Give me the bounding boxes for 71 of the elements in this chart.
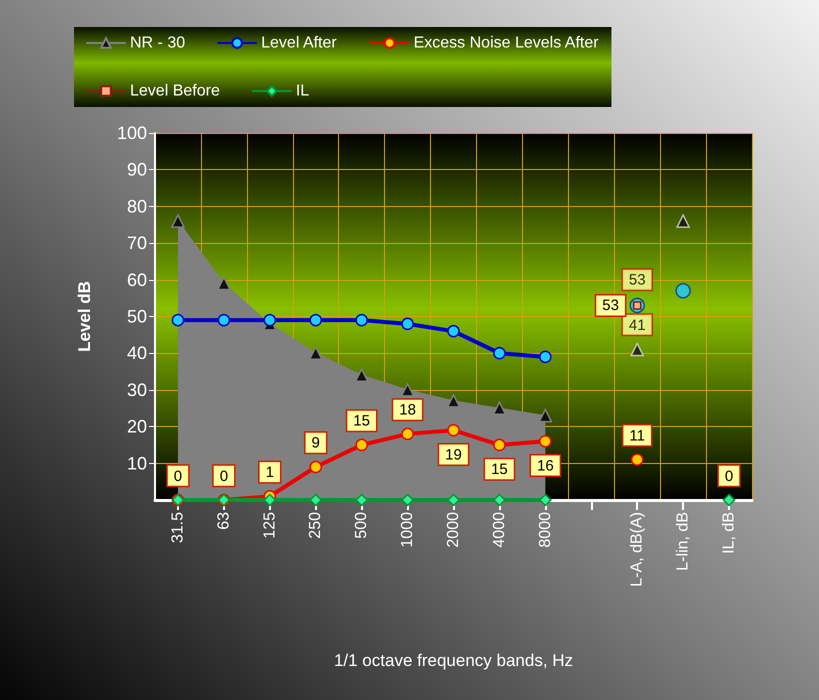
x-tick-label: 63 <box>215 512 232 530</box>
point <box>354 368 368 382</box>
y-axis-title: Level dB <box>75 281 94 352</box>
point <box>538 408 552 422</box>
point <box>355 438 368 452</box>
x-tick-label: 8000 <box>536 512 554 548</box>
data-label: 0 <box>174 468 182 485</box>
point <box>492 402 506 415</box>
y-tick-label: 70 <box>126 233 147 254</box>
y-tick-label: 60 <box>126 270 147 290</box>
point <box>539 350 552 364</box>
x-tick-label: 1000 <box>399 512 416 548</box>
point <box>630 342 644 356</box>
point <box>722 494 736 506</box>
point <box>400 383 414 397</box>
point <box>446 394 460 408</box>
data-label: 16 <box>537 458 554 475</box>
y-tick-label: 30 <box>126 380 147 400</box>
point <box>217 276 231 290</box>
x-tick-label: 125 <box>261 512 278 539</box>
point <box>355 314 368 326</box>
point <box>218 314 230 326</box>
data-label: 18 <box>399 402 416 419</box>
data-label: 53 <box>628 272 646 289</box>
point <box>493 346 506 360</box>
y-tick-label: 40 <box>126 343 147 364</box>
point <box>539 435 552 448</box>
x-tick-label: L-A, dB(A) <box>628 512 646 587</box>
point <box>401 428 414 440</box>
x-tick-label: L-lin, dB <box>674 512 692 571</box>
legend-label: Level Before <box>130 82 220 100</box>
data-label: 15 <box>491 461 508 478</box>
y-tick-label: 100 <box>116 123 147 143</box>
data-label: 15 <box>353 412 370 430</box>
data-label: 53 <box>602 296 619 314</box>
y-tick-label: 20 <box>126 416 147 437</box>
legend-label: Level After <box>261 34 338 52</box>
x-tick-label: 4000 <box>490 512 508 548</box>
legend-label: Excess Noise Levels After <box>414 34 600 52</box>
x-tick-label: IL, dB <box>720 512 738 554</box>
point <box>309 460 322 474</box>
x-tick-label: 31.5 <box>169 512 186 544</box>
y-tick-label: 10 <box>126 453 147 474</box>
x-tick-label: 500 <box>353 512 370 539</box>
y-tick-label: 90 <box>126 160 147 180</box>
point <box>309 314 322 326</box>
y-tick-label: 50 <box>126 306 147 326</box>
x-tick-label: 2000 <box>445 512 462 548</box>
data-label: 19 <box>445 446 462 464</box>
data-label: 9 <box>312 434 320 452</box>
point <box>675 283 691 299</box>
legend-label: IL <box>296 82 310 100</box>
x-axis-title: 1/1 octave frequency bands, Hz <box>334 651 574 670</box>
data-label: 11 <box>629 427 645 444</box>
point <box>172 314 184 326</box>
x-tick-label: 250 <box>307 512 324 539</box>
point <box>264 314 276 326</box>
point <box>171 214 185 228</box>
data-label: 1 <box>266 464 274 482</box>
y-tick-label: 80 <box>126 196 147 216</box>
point <box>539 494 552 506</box>
data-label: 41 <box>628 316 646 334</box>
point <box>630 453 644 466</box>
data-label: 0 <box>220 468 228 485</box>
legend-label: NR - 30 <box>130 34 186 52</box>
point <box>676 214 690 228</box>
point <box>447 424 460 437</box>
point <box>493 438 506 452</box>
data-label: 0 <box>724 468 734 485</box>
point <box>401 318 414 330</box>
point <box>447 324 460 338</box>
